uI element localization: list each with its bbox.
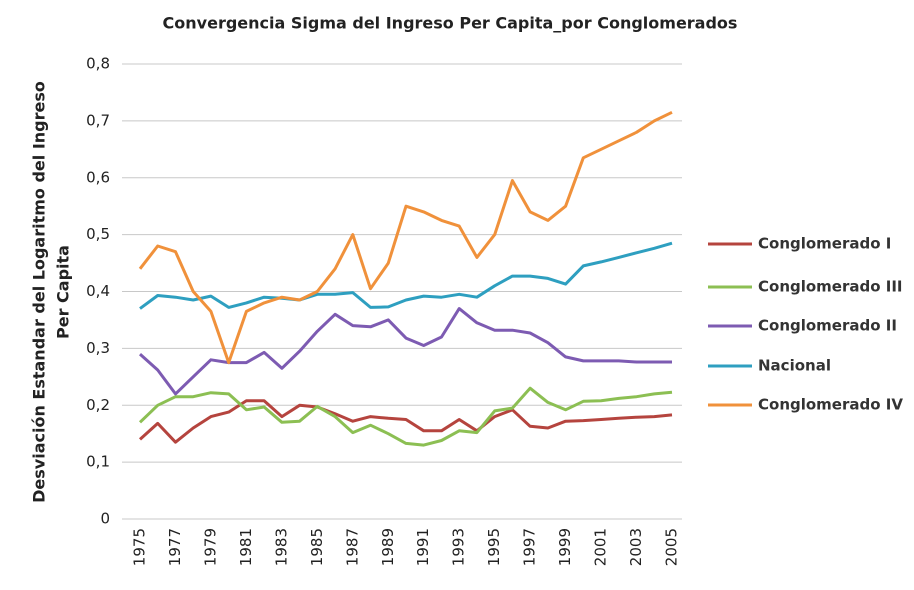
x-tick-label: 1997 (521, 528, 539, 566)
legend-label: Nacional (758, 357, 831, 375)
x-tick-label: 1983 (272, 528, 290, 566)
y-axis-label-line: Per Capita (54, 245, 73, 339)
line-series (138, 110, 673, 365)
x-tick-label: 1975 (131, 528, 149, 566)
line-series (138, 399, 673, 444)
x-tick-label: 1977 (166, 528, 184, 566)
legend-label: Conglomerado I (758, 235, 891, 253)
line-series (138, 307, 672, 396)
y-tick-label: 0,3 (86, 339, 110, 357)
y-tick-label: 0,1 (86, 453, 110, 471)
y-tick-label: 0 (100, 510, 110, 528)
y-tick-label: 0,4 (86, 282, 110, 300)
x-tick-label: 1993 (450, 528, 468, 566)
y-tick-label: 0,8 (86, 55, 110, 73)
y-tick-label: 0,7 (86, 111, 110, 129)
y-axis-label-line: Desviación Estandar del Logaritmo del In… (30, 81, 49, 503)
x-tick-label: 1985 (308, 528, 326, 566)
y-tick-label: 0,2 (86, 396, 110, 414)
x-tick-label: 2005 (663, 528, 681, 566)
x-tick-label: 1981 (237, 528, 255, 566)
x-tick-label: 2003 (627, 528, 645, 566)
y-axis-label: Desviación Estandar del Logaritmo del In… (30, 81, 73, 503)
x-tick-label: 1987 (343, 528, 361, 566)
chart-title: Convergencia Sigma del Ingreso Per Capit… (163, 14, 738, 33)
legend-label: Conglomerado II (758, 317, 897, 335)
x-tick-label: 1979 (201, 528, 219, 566)
legend-label: Conglomerado IV (758, 396, 903, 414)
y-tick-label: 0,5 (86, 225, 110, 243)
x-tick-label: 1995 (485, 528, 503, 566)
line-series (139, 241, 673, 310)
x-tick-label: 1999 (556, 528, 574, 566)
x-tick-label: 1991 (414, 528, 432, 566)
legend-label: Conglomerado III (758, 278, 903, 296)
y-tick-label: 0,6 (86, 168, 110, 186)
x-tick-label: 2001 (592, 528, 610, 566)
line-series (138, 386, 673, 447)
x-tick-label: 1989 (379, 528, 397, 566)
